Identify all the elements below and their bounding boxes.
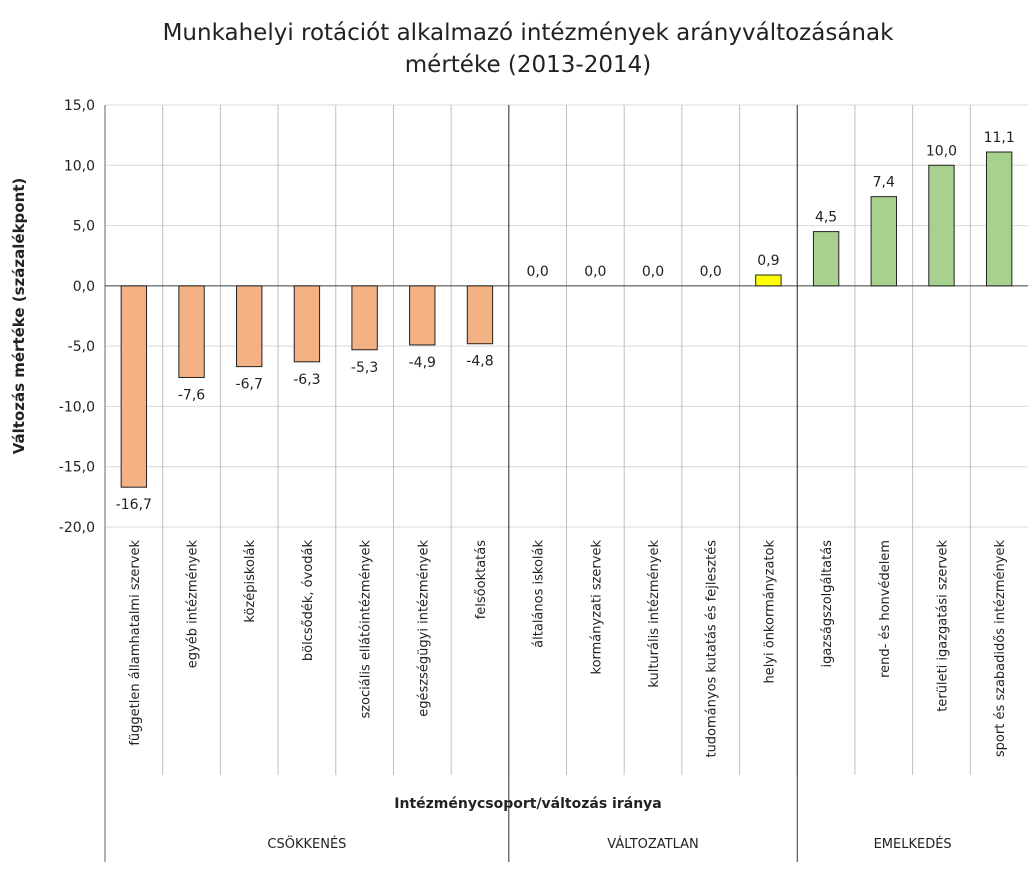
value-label: 10,0 xyxy=(926,143,957,159)
value-label: 11,1 xyxy=(984,130,1015,146)
bar xyxy=(293,285,321,363)
value-label: 0,0 xyxy=(527,264,549,280)
x-tick-label: szociális ellátóintézmények xyxy=(359,540,374,719)
y-tick-label: 0,0 xyxy=(73,279,95,295)
value-label: -6,3 xyxy=(293,372,320,388)
bar xyxy=(985,151,1013,287)
bar xyxy=(870,196,897,287)
x-tick-label: bölcsődék, óvodák xyxy=(301,540,316,662)
value-label: -16,7 xyxy=(116,497,152,513)
y-tick-label: 5,0 xyxy=(73,219,95,235)
bar xyxy=(466,285,494,345)
x-tick-label: rend- és honvédelem xyxy=(878,540,893,678)
x-tick-label: sport és szabadidős intézmények xyxy=(993,540,1008,758)
bar xyxy=(812,231,840,287)
value-label: -6,7 xyxy=(236,377,263,393)
value-label: 7,4 xyxy=(873,175,895,191)
bar xyxy=(351,285,378,351)
value-label: -4,9 xyxy=(409,355,436,371)
bar xyxy=(236,285,263,368)
y-tick-label: -20,0 xyxy=(59,520,95,536)
x-tick-label: egyéb intézmények xyxy=(186,540,201,669)
x-tick-label: tudományos kutatás és fejlesztés xyxy=(705,540,720,758)
value-label: 0,0 xyxy=(700,264,722,280)
value-label: 4,5 xyxy=(815,210,837,226)
y-tick-label: -15,0 xyxy=(59,460,95,476)
bar xyxy=(928,164,955,287)
bar xyxy=(178,285,205,378)
value-label: 0,9 xyxy=(757,253,779,269)
value-label: -7,6 xyxy=(178,387,205,403)
x-axis-label: Intézménycsoport/változás iránya xyxy=(394,796,661,812)
group-label: VÁLTOZATLAN xyxy=(607,836,698,852)
y-tick-label: 15,0 xyxy=(64,98,95,114)
x-tick-label: független államhatalmi szervek xyxy=(128,540,143,746)
x-tick-label: kormányzati szervek xyxy=(589,540,604,675)
y-tick-label: -10,0 xyxy=(59,399,95,415)
x-tick-label: egészségügyi intézmények xyxy=(416,540,431,717)
bar xyxy=(120,285,148,488)
chart-title: mértéke (2013-2014) xyxy=(405,52,651,78)
x-tick-label: kulturális intézmények xyxy=(647,540,662,688)
value-label: -5,3 xyxy=(351,360,378,376)
x-tick-label: helyi önkormányzatok xyxy=(762,540,777,684)
group-label: CSÖKKENÉS xyxy=(267,835,346,852)
x-tick-label: felsőoktatás xyxy=(474,540,489,620)
x-tick-label: középiskolák xyxy=(243,540,258,623)
x-tick-label: területi igazgatási szervek xyxy=(935,540,950,712)
y-axis-label: Változás mértéke (százalékpont) xyxy=(10,178,28,455)
y-tick-label: -5,0 xyxy=(68,339,95,355)
group-label: EMELKEDÉS xyxy=(874,836,952,852)
value-label: -4,8 xyxy=(466,354,493,370)
chart-title: Munkahelyi rotációt alkalmazó intézménye… xyxy=(163,20,895,46)
value-label: 0,0 xyxy=(584,264,606,280)
bar xyxy=(409,285,436,346)
value-label: 0,0 xyxy=(642,264,664,280)
y-tick-label: 10,0 xyxy=(64,158,95,174)
x-tick-label: igazságszolgáltatás xyxy=(820,540,835,668)
x-tick-label: általános iskolák xyxy=(532,540,547,648)
bar xyxy=(755,274,782,287)
